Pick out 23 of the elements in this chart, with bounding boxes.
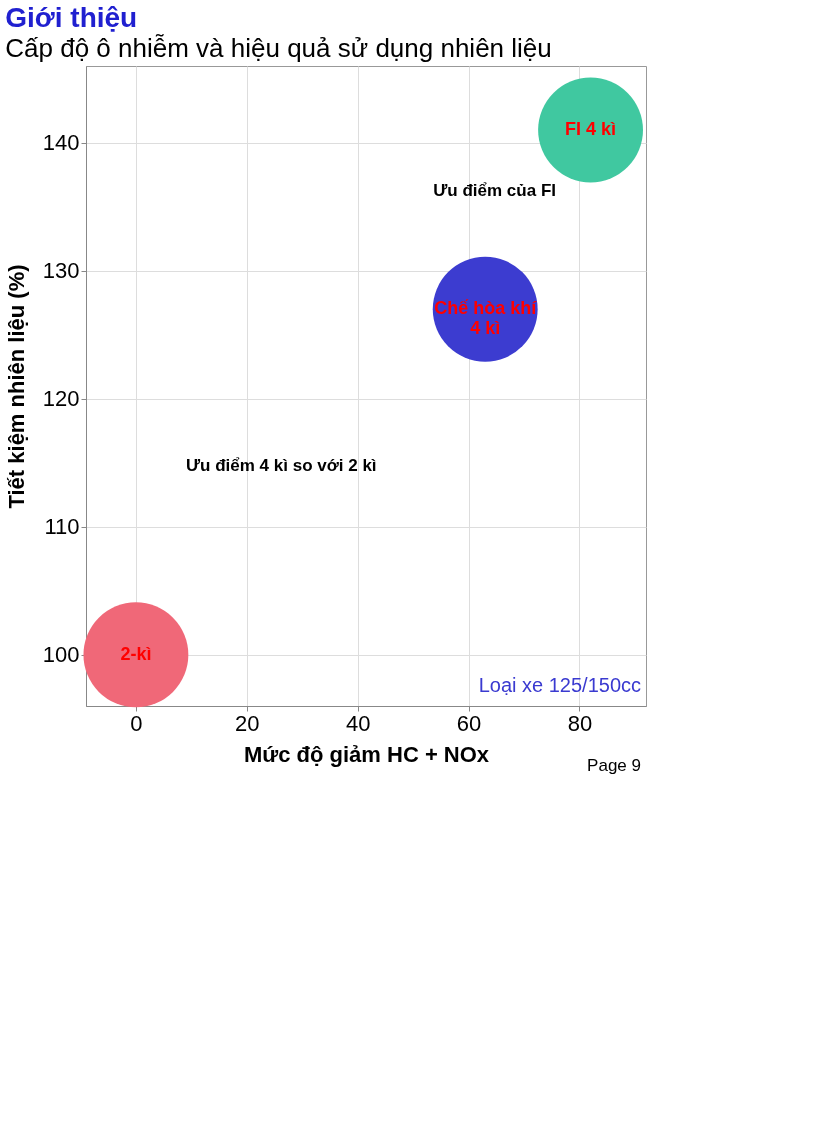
annotation: Chế hòa khí 4 kì [434, 298, 538, 339]
point [83, 602, 189, 708]
x-tick-label: 20 [235, 710, 260, 736]
x-tick-label: 0 [130, 710, 143, 736]
y-tick-label: 130 [42, 258, 80, 284]
annotation: Ưu điểm của FI [433, 181, 556, 200]
chart-title: Giới thiệu [5, 2, 138, 33]
x-axis-title: Mức độ giảm HC + NOx [243, 741, 490, 767]
point [538, 77, 643, 183]
text: Page 9 [587, 756, 641, 775]
y-tick-label: 110 [44, 514, 80, 540]
chart-subtitle: Cấp độ ô nhiễm và hiệu quả sử dụng nhiên liệu [5, 33, 552, 63]
x-tick-label: 60 [456, 710, 482, 736]
x-tick-label: 80 [567, 710, 593, 736]
annotation: 2-kì [120, 643, 152, 664]
annotation: Loại xe 125/150cc [478, 674, 641, 696]
y-tick-label: 120 [42, 386, 80, 412]
y-tick-label: 100 [42, 642, 80, 668]
annotation: FI 4 kì [565, 119, 617, 139]
annotation: Ưu điểm 4 kì so với 2 kì [186, 456, 377, 475]
y-axis-title: Tiết kiệm nhiên liệu (%) [3, 264, 29, 509]
y-tick-label: 140 [42, 130, 80, 156]
x-tick-label: 40 [345, 710, 371, 736]
